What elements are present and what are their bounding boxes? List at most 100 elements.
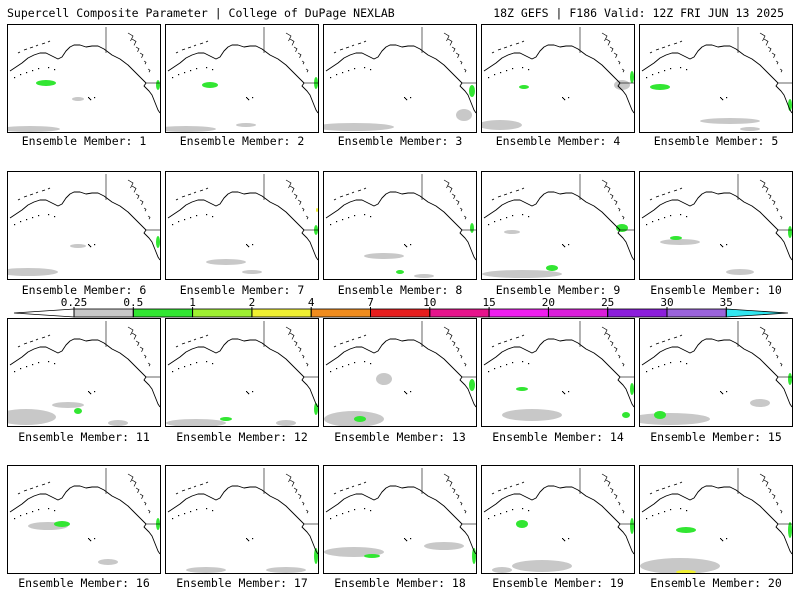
scp-shading-light: [726, 269, 754, 275]
island: [404, 244, 406, 246]
scp-shading-green: [364, 554, 380, 558]
island: [26, 366, 28, 368]
member-label: Ensemble Member: 1: [21, 134, 147, 148]
member-map: [483, 321, 634, 421]
member-map: [483, 468, 634, 573]
island: [196, 215, 198, 217]
scp-shading-light: [414, 274, 434, 278]
coast-islands: [305, 509, 309, 514]
island: [405, 539, 407, 541]
island: [248, 540, 250, 542]
coast-islands: [139, 199, 144, 205]
island: [494, 74, 496, 76]
member-label: Ensemble Member: 13: [334, 430, 466, 444]
island: [54, 363, 56, 365]
island: [48, 214, 50, 216]
colorbar-upper-cap: [725, 308, 789, 318]
island: [342, 219, 344, 221]
island: [721, 98, 723, 100]
island: [512, 509, 514, 511]
island: [38, 215, 40, 217]
island: [14, 518, 16, 520]
scp-shading-green: [630, 518, 634, 534]
coast-islands: [771, 493, 776, 499]
coast-islands: [621, 362, 625, 367]
scp-shading-light: [242, 270, 262, 274]
island: [563, 539, 565, 541]
scp-shading-green: [470, 223, 474, 233]
island: [89, 98, 91, 100]
island: [726, 97, 728, 99]
coastline: [641, 338, 792, 408]
island: [528, 510, 530, 512]
coast-islands: [609, 193, 614, 199]
member-map: [482, 174, 634, 278]
island: [721, 539, 723, 541]
island: [410, 97, 412, 99]
island: [404, 391, 406, 393]
coast-islands: [771, 199, 776, 205]
island: [406, 540, 408, 542]
island: [184, 219, 186, 221]
coast-islands: [301, 354, 305, 359]
scp-shading-green: [654, 411, 666, 419]
coast-islands: [131, 185, 137, 193]
coast-islands: [617, 354, 621, 359]
coast-islands: [463, 215, 467, 220]
coast-islands: [139, 493, 144, 499]
island: [54, 216, 56, 218]
island: [196, 509, 198, 511]
island: [512, 215, 514, 217]
island: [184, 513, 186, 515]
island: [568, 244, 570, 246]
member-label: Ensemble Member: 19: [492, 576, 624, 590]
aleutian-islands: [649, 187, 683, 201]
member-map-panel: [639, 465, 793, 574]
scp-shading-green: [676, 527, 696, 533]
island: [14, 224, 16, 226]
island: [206, 508, 208, 510]
coast-islands: [617, 60, 621, 65]
coast-islands: [297, 199, 302, 205]
island: [247, 392, 249, 394]
island: [20, 74, 22, 76]
colorbar-tick-label: 1: [189, 297, 196, 309]
scp-shading-green: [546, 265, 558, 271]
island: [720, 244, 722, 246]
coastline: [483, 485, 634, 555]
coast-islands: [147, 215, 151, 220]
scp-shading-light: [276, 420, 296, 426]
scp-shading-light: [186, 567, 226, 573]
coast-islands: [605, 38, 611, 46]
coast-islands: [447, 185, 453, 193]
island: [506, 70, 508, 72]
island: [172, 77, 174, 79]
coast-islands: [285, 32, 292, 42]
coastline: [9, 485, 160, 555]
island: [246, 391, 248, 393]
member-map-panel: [165, 24, 319, 133]
scp-shading-light: [512, 560, 572, 572]
island: [206, 67, 208, 69]
island: [658, 219, 660, 221]
coastline: [9, 338, 160, 408]
scp-shading-green: [788, 373, 792, 385]
scp-shading-green: [788, 522, 792, 538]
island: [196, 362, 198, 364]
island: [506, 511, 508, 513]
coastline: [483, 338, 634, 408]
island: [680, 67, 682, 69]
island: [330, 77, 332, 79]
island: [562, 97, 564, 99]
member-map: [640, 321, 792, 425]
member-label: Ensemble Member: 11: [18, 430, 150, 444]
island: [488, 224, 490, 226]
member-label: Ensemble Member: 15: [650, 430, 782, 444]
scp-shading-green: [156, 236, 160, 248]
coast-islands: [601, 326, 608, 336]
island: [88, 538, 90, 540]
colorbar-segment: [607, 308, 668, 318]
coast-islands: [135, 193, 140, 199]
island: [32, 217, 34, 219]
island: [686, 363, 688, 365]
